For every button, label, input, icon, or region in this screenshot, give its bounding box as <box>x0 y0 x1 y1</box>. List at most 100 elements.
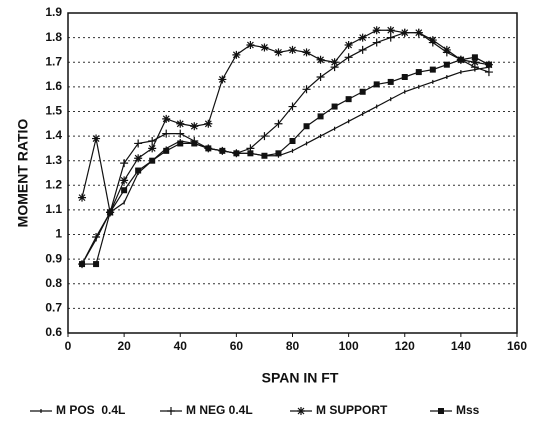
y-tick-label: 0.7 <box>45 301 62 315</box>
marker <box>107 209 114 216</box>
marker <box>135 167 142 174</box>
marker <box>386 26 395 35</box>
marker <box>274 119 283 128</box>
y-tick-label: 0.6 <box>45 325 62 339</box>
marker <box>401 74 408 80</box>
marker <box>457 56 464 63</box>
y-tick-label: 1.3 <box>45 153 62 167</box>
marker <box>163 147 170 154</box>
x-tick-label: 60 <box>230 339 244 353</box>
marker <box>442 45 451 54</box>
y-tick-label: 1.2 <box>45 177 62 191</box>
x-tick-label: 100 <box>339 339 359 353</box>
marker <box>79 261 86 268</box>
x-tick-label: 140 <box>451 339 471 353</box>
marker <box>373 81 380 88</box>
legend-marker <box>297 407 305 415</box>
legend-label: M SUPPORT <box>316 403 388 417</box>
y-axis-label: MOMENT RATIO <box>15 119 31 228</box>
marker <box>330 58 339 67</box>
marker <box>134 139 143 148</box>
series-line <box>81 32 490 265</box>
marker <box>358 33 367 42</box>
marker <box>92 134 101 143</box>
marker <box>387 78 394 85</box>
marker <box>148 144 157 153</box>
plot-frame <box>67 12 518 334</box>
marker <box>415 69 422 76</box>
marker <box>289 138 296 144</box>
marker <box>162 129 171 138</box>
marker <box>260 132 269 141</box>
legend-marker <box>438 408 444 414</box>
x-tick-label: 160 <box>507 339 527 353</box>
marker <box>470 58 479 67</box>
marker <box>359 88 366 95</box>
y-tick-label: 1.4 <box>45 128 62 142</box>
marker <box>316 55 325 64</box>
marker <box>120 176 129 185</box>
legend-marker <box>167 407 175 415</box>
legend-label: M NEG 0.4L <box>186 403 253 417</box>
marker <box>400 28 409 37</box>
marker <box>429 66 436 73</box>
marker <box>219 147 226 154</box>
marker <box>345 96 352 103</box>
marker <box>261 152 268 159</box>
marker <box>344 53 353 62</box>
marker <box>78 193 87 202</box>
marker <box>288 45 297 54</box>
y-tick-label: 1.5 <box>45 104 62 118</box>
y-tick-label: 0.9 <box>45 251 62 265</box>
marker <box>176 119 185 128</box>
marker <box>443 61 450 68</box>
marker <box>372 26 381 35</box>
marker <box>288 102 297 111</box>
marker <box>232 50 241 59</box>
y-tick-label: 1.7 <box>45 54 62 68</box>
marker <box>372 38 381 47</box>
marker <box>233 150 240 157</box>
marker <box>247 150 254 157</box>
y-tick-label: 1 <box>55 227 62 241</box>
y-tick-label: 1.6 <box>45 79 62 93</box>
x-tick-label: 80 <box>286 339 300 353</box>
marker <box>331 103 338 110</box>
marker <box>302 48 311 57</box>
marker <box>176 129 185 138</box>
x-axis-label: SPAN IN FT <box>262 370 339 386</box>
marker <box>93 261 100 268</box>
marker <box>386 33 395 42</box>
marker <box>190 122 199 131</box>
marker <box>471 54 478 61</box>
marker <box>414 28 423 37</box>
marker <box>274 48 283 57</box>
marker <box>485 61 492 68</box>
y-tick-label: 1.8 <box>45 30 62 44</box>
marker <box>204 119 213 128</box>
x-tick-label: 20 <box>117 339 131 353</box>
y-tick-label: 1.9 <box>45 5 62 19</box>
y-tick-label: 1.1 <box>45 202 62 216</box>
marker <box>121 187 128 194</box>
marker <box>134 154 143 163</box>
legend-label: Mss <box>456 403 480 417</box>
marker <box>303 123 310 130</box>
marker <box>358 45 367 54</box>
marker <box>260 43 269 52</box>
x-tick-label: 40 <box>174 339 188 353</box>
marker <box>484 68 493 77</box>
marker <box>149 157 156 164</box>
marker <box>148 137 157 145</box>
marker <box>162 114 171 123</box>
marker <box>317 113 324 120</box>
marker <box>246 41 255 49</box>
marker <box>177 140 184 147</box>
marker <box>275 150 282 157</box>
marker <box>218 75 227 84</box>
marker <box>316 73 325 81</box>
y-tick-label: 0.8 <box>45 276 62 290</box>
marker <box>302 85 311 94</box>
marker <box>92 233 101 241</box>
